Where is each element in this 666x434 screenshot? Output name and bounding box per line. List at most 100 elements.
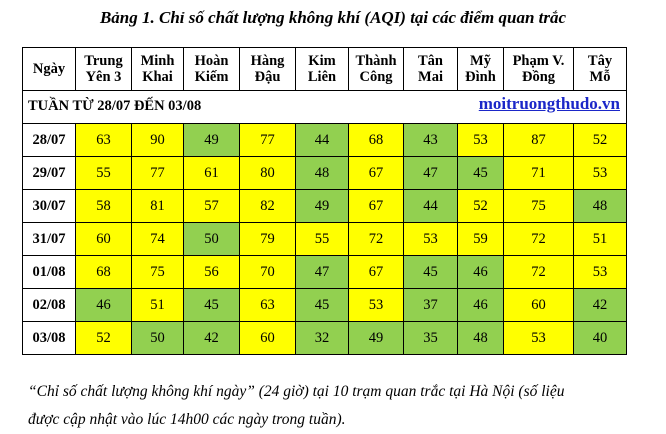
aqi-value-cell: 63 — [75, 123, 132, 157]
column-header-station: Hàng Đậu — [239, 47, 296, 91]
aqi-value-cell: 87 — [503, 123, 574, 157]
website-link[interactable]: moitruongthudo.vn — [478, 94, 620, 113]
aqi-value-cell: 68 — [348, 123, 404, 157]
column-header-line1: Kim — [308, 53, 336, 69]
aqi-value-cell: 56 — [183, 255, 240, 289]
week-row: TUẦN TỪ 28/07 ĐẾN 03/08 moitruongthudo.v… — [22, 90, 627, 124]
aqi-value-cell: 70 — [239, 255, 296, 289]
column-header-line2: Mỗ — [589, 69, 611, 85]
column-header-line1: Tây — [587, 53, 613, 69]
aqi-value-cell: 51 — [573, 222, 627, 256]
column-header-line1: Hàng — [250, 53, 285, 69]
aqi-value-cell: 45 — [403, 255, 458, 289]
aqi-value-cell: 43 — [403, 123, 458, 157]
aqi-value-cell: 63 — [239, 288, 296, 322]
footnote-line-1: “Chỉ số chất lượng không khí ngày” (24 g… — [28, 383, 565, 400]
aqi-value-cell: 53 — [573, 156, 627, 190]
aqi-value-cell: 53 — [573, 255, 627, 289]
aqi-value-cell: 50 — [183, 222, 240, 256]
aqi-value-cell: 71 — [503, 156, 574, 190]
aqi-value-cell: 45 — [457, 156, 504, 190]
aqi-value-cell: 67 — [348, 255, 404, 289]
aqi-value-cell: 40 — [573, 321, 627, 355]
aqi-value-cell: 81 — [131, 189, 184, 223]
aqi-value-cell: 55 — [295, 222, 349, 256]
column-header-line1: Mỹ — [470, 53, 491, 69]
column-header-station: Tây Mỗ — [573, 47, 627, 91]
column-header-line2: Kiếm — [194, 69, 229, 85]
aqi-value-cell: 44 — [403, 189, 458, 223]
column-header-line2: Đồng — [521, 69, 556, 85]
column-header-line2: Công — [359, 69, 393, 85]
aqi-value-cell: 47 — [403, 156, 458, 190]
aqi-value-cell: 52 — [457, 189, 504, 223]
header-row: Ngày Trung Yên 3 Minh Khai Hoàn Kiếm Hàng Đậu Kim… — [22, 47, 627, 91]
aqi-value-cell: 32 — [295, 321, 349, 355]
aqi-value-cell: 44 — [295, 123, 349, 157]
column-header-station: Kim Liên — [295, 47, 349, 91]
day-cell: 28/07 — [22, 123, 76, 157]
table-row: 30/07 58 81 57 82 49 67 44 52 75 48 — [22, 189, 627, 223]
column-header-line1: Minh — [140, 53, 175, 69]
column-header-station: Minh Khai — [131, 47, 184, 91]
column-header-line1: Hoàn — [194, 53, 229, 69]
aqi-value-cell: 53 — [403, 222, 458, 256]
aqi-value-cell: 72 — [503, 255, 574, 289]
aqi-value-cell: 82 — [239, 189, 296, 223]
aqi-value-cell: 53 — [348, 288, 404, 322]
column-header-station: Hoàn Kiếm — [183, 47, 240, 91]
column-header-station: Trung Yên 3 — [75, 47, 132, 91]
table-row: 31/07 60 74 50 79 55 72 53 59 72 51 — [22, 222, 627, 256]
day-cell: 03/08 — [22, 321, 76, 355]
table-row: 02/08 46 51 45 63 45 53 37 46 60 42 — [22, 288, 627, 322]
aqi-value-cell: 67 — [348, 189, 404, 223]
aqi-value-cell: 48 — [295, 156, 349, 190]
table-row: 29/07 55 77 61 80 48 67 47 45 71 53 — [22, 156, 627, 190]
column-header-line2: Đậu — [254, 69, 281, 85]
aqi-value-cell: 48 — [457, 321, 504, 355]
table-row: 03/08 52 50 42 60 32 49 35 48 53 40 — [22, 321, 627, 355]
column-header-line1: Thành — [355, 53, 397, 69]
aqi-value-cell: 77 — [131, 156, 184, 190]
column-header-line2: Khai — [142, 69, 173, 85]
aqi-value-cell: 35 — [403, 321, 458, 355]
column-header-line2: Đình — [465, 69, 496, 85]
aqi-value-cell: 45 — [183, 288, 240, 322]
aqi-value-cell: 46 — [457, 255, 504, 289]
aqi-value-cell: 45 — [295, 288, 349, 322]
column-header-day: Ngày — [22, 47, 76, 91]
day-cell: 01/08 — [22, 255, 76, 289]
aqi-value-cell: 77 — [239, 123, 296, 157]
aqi-value-cell: 37 — [403, 288, 458, 322]
aqi-value-cell: 42 — [573, 288, 627, 322]
week-label: TUẦN TỪ 28/07 ĐẾN 03/08 — [28, 98, 202, 114]
aqi-value-cell: 74 — [131, 222, 184, 256]
aqi-value-cell: 50 — [131, 321, 184, 355]
column-header-line1: Trung — [84, 53, 123, 69]
column-header-station: Tân Mai — [403, 47, 458, 91]
column-header-station: Thành Công — [348, 47, 404, 91]
aqi-value-cell: 53 — [503, 321, 574, 355]
day-cell: 02/08 — [22, 288, 76, 322]
aqi-value-cell: 90 — [131, 123, 184, 157]
aqi-value-cell: 42 — [183, 321, 240, 355]
aqi-value-cell: 51 — [131, 288, 184, 322]
aqi-value-cell: 53 — [457, 123, 504, 157]
table-row: 28/07 63 90 49 77 44 68 43 53 87 52 — [22, 123, 627, 157]
aqi-table: Ngày Trung Yên 3 Minh Khai Hoàn Kiếm Hàng Đậu Kim… — [22, 47, 627, 355]
aqi-value-cell: 49 — [295, 189, 349, 223]
table-title: Bảng 1. Chỉ số chất lượng không khí (AQI… — [99, 8, 567, 27]
aqi-value-cell: 46 — [75, 288, 132, 322]
footnote-line-2: được cập nhật vào lúc 14h00 các ngày tro… — [28, 411, 346, 428]
column-header-line2: Yên 3 — [85, 69, 122, 85]
week-cell: TUẦN TỪ 28/07 ĐẾN 03/08 moitruongthudo.v… — [22, 90, 627, 124]
day-cell: 31/07 — [22, 222, 76, 256]
aqi-value-cell: 61 — [183, 156, 240, 190]
aqi-value-cell: 60 — [75, 222, 132, 256]
aqi-value-cell: 49 — [348, 321, 404, 355]
column-header-station: Phạm V. Đồng — [503, 47, 574, 91]
column-header-line1: Tân — [418, 53, 443, 69]
column-header-line1: Ngày — [32, 61, 66, 77]
aqi-value-cell: 59 — [457, 222, 504, 256]
aqi-value-cell: 52 — [75, 321, 132, 355]
